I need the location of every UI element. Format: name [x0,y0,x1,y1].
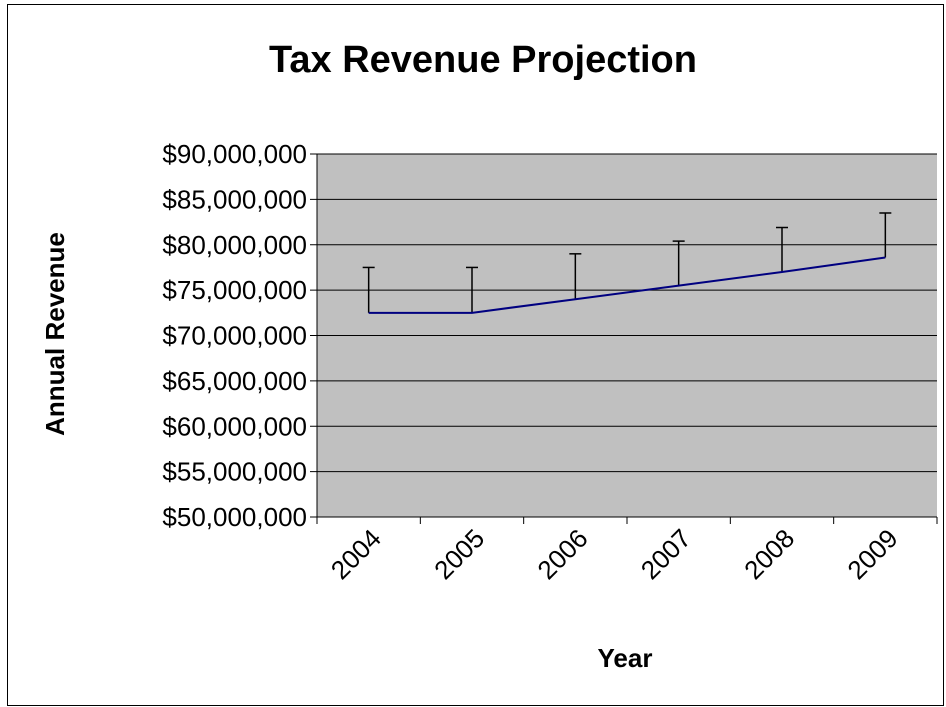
x-tick-label: 2004 [325,523,387,585]
x-tick-labels: 2004 2005 2006 2007 2008 2009 [325,523,904,585]
y-tick-label: $65,000,000 [162,366,307,396]
y-tick-label: $80,000,000 [162,230,307,260]
y-tick-label: $90,000,000 [162,139,307,169]
y-axis-title: Annual Revenue [40,232,70,436]
y-tick-label: $85,000,000 [162,184,307,214]
revenue-line [368,256,886,314]
x-tick-label: 2008 [738,523,800,585]
series-group [368,256,886,314]
y-tick-label: $75,000,000 [162,275,307,305]
x-tick-label: 2006 [531,523,593,585]
chart-title: Tax Revenue Projection [269,39,697,81]
y-tick-label: $50,000,000 [162,502,307,532]
y-tick-label: $55,000,000 [162,457,307,487]
error-bars [362,212,892,313]
axes [310,153,938,524]
x-tick-label: 2007 [635,523,697,585]
gridlines [317,153,937,473]
y-tick-labels: $50,000,000 $55,000,000 $60,000,000 $65,000… [162,139,307,532]
y-tick-label: $70,000,000 [162,321,307,351]
x-tick-label: 2005 [428,523,490,585]
y-tick-label: $60,000,000 [162,411,307,441]
x-axis-title: Year [598,643,653,673]
x-tick-label: 2009 [841,523,903,585]
